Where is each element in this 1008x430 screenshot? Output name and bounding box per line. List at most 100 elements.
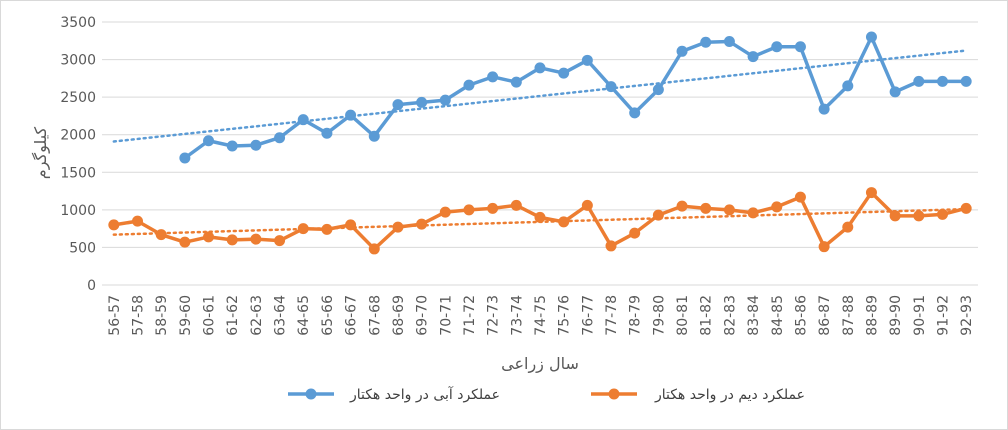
y-tick-label: 500 [69,240,96,256]
y-tick-label: 1500 [60,165,96,181]
x-tick-label: 68-69 [391,295,407,336]
data-point [534,62,546,74]
data-point [723,204,735,216]
data-point [652,209,664,221]
x-tick-label: 67-68 [367,295,383,336]
data-point [510,76,522,88]
data-point [392,221,404,233]
x-axis-title: سال زراعی [501,354,579,374]
x-tick-label: 56-57 [107,295,123,336]
x-tick-label: 84-85 [770,295,786,336]
y-tick-label: 2500 [60,90,96,106]
trendline-blue [112,49,968,143]
x-tick-label: 72-73 [486,295,502,336]
data-point [558,216,570,228]
data-point [226,234,238,246]
data-point [676,45,688,57]
y-tick-label: 3500 [60,15,96,31]
y-tick-label: 3000 [60,53,96,69]
x-tick-label: 69-70 [415,295,431,336]
data-point [463,204,475,216]
x-tick-label: 65-66 [320,295,336,336]
data-point [558,67,570,79]
data-point [463,79,475,91]
data-point [889,86,901,98]
legend-label-blue: عملکرد آبی در واحد هکتار [349,386,500,403]
data-point [700,36,712,48]
y-tick-label: 2000 [60,128,96,144]
x-tick-label: 73-74 [509,295,525,336]
data-point [155,229,167,241]
y-tick-label: 1000 [60,203,96,219]
x-tick-label: 75-76 [557,295,573,336]
data-point [629,107,641,119]
data-point [865,31,877,43]
data-point [250,139,262,151]
x-tick-label: 62-63 [249,295,265,336]
data-point [321,127,333,139]
series-line [183,35,967,160]
data-point [771,201,783,213]
data-point [700,202,712,214]
x-tick-label: 79-80 [651,295,667,336]
data-series [108,31,972,255]
x-tick-label: 64-65 [296,295,312,336]
data-point [297,223,309,235]
legend-blue-marker [305,388,317,400]
x-axis-tick-labels: 56-57 57-58 58-59 59-60 60-61 61-62 62-63 63-64… [107,295,975,336]
data-point [392,99,404,111]
data-point [108,219,120,231]
data-point [605,240,617,252]
data-point [913,75,925,87]
legend-orange-marker [608,388,620,400]
data-point [487,71,499,83]
data-point [179,236,191,248]
data-point [794,41,806,53]
data-point [794,191,806,203]
y-axis-title: کیلوگرم [31,126,51,179]
data-point [842,221,854,233]
x-tick-label: 86-87 [817,295,833,336]
data-point [345,109,357,121]
data-point [818,103,830,115]
x-tick-label: 85-86 [793,295,809,336]
data-point [960,75,972,87]
data-point [936,75,948,87]
x-tick-label: 77-78 [604,295,620,336]
data-point [747,207,759,219]
data-point [510,199,522,211]
series-orange [108,187,972,255]
data-point [842,80,854,92]
x-tick-label: 61-62 [225,295,241,336]
data-point [771,41,783,53]
x-tick-label: 81-82 [699,295,715,336]
data-point [936,208,948,220]
data-point [581,54,593,66]
x-tick-label: 78-79 [628,295,644,336]
data-point [487,202,499,214]
x-tick-label: 66-67 [344,295,360,336]
data-point [416,218,428,230]
data-point [274,132,286,144]
data-point [865,187,877,199]
data-point [534,211,546,223]
data-point [368,243,380,255]
legend: عملکرد آبی در واحد هکتار عملکرد دیم در و… [288,386,805,403]
x-tick-label: 70-71 [438,295,454,336]
y-axis-tick-labels: 0 500 1000 1500 2000 2500 3000 3500 [60,15,96,294]
y-tick-label: 0 [87,278,96,294]
data-point [203,231,215,243]
x-tick-label: 71-72 [462,295,478,336]
x-tick-label: 89-90 [888,295,904,336]
data-point [889,210,901,222]
x-tick-label: 88-89 [864,295,880,336]
x-tick-label: 63-64 [273,295,289,336]
data-point [297,114,309,126]
x-tick-label: 83-84 [746,295,762,336]
data-point [723,36,735,48]
x-tick-label: 82-83 [722,295,738,336]
data-point [581,199,593,211]
trendlines [112,49,968,236]
x-tick-label: 76-77 [580,295,596,336]
